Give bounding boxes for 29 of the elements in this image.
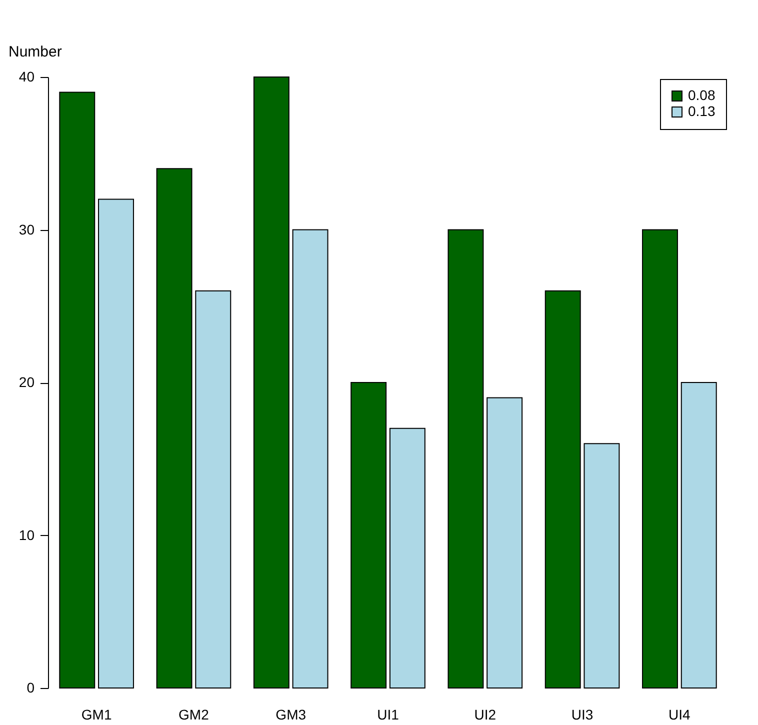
- bar: [156, 168, 192, 688]
- bar: [642, 229, 678, 688]
- y-tick-label: 0: [26, 680, 35, 696]
- x-tick-label: UI1: [377, 706, 400, 722]
- bar: [253, 76, 290, 688]
- bar: [680, 382, 717, 688]
- bar: [486, 397, 523, 688]
- x-tick-label: UI4: [668, 706, 691, 722]
- bar: [195, 290, 232, 688]
- y-tick-label: 40: [18, 68, 35, 84]
- y-tick-label: 20: [18, 374, 35, 390]
- x-tick-label: GM3: [276, 706, 306, 722]
- y-tick-label: 30: [18, 221, 35, 238]
- bar: [584, 443, 620, 688]
- bar: [389, 428, 426, 688]
- bar: [448, 229, 484, 688]
- bar: [350, 382, 387, 688]
- legend-label: 0.13: [688, 103, 716, 119]
- y-axis-title: Number: [8, 44, 62, 60]
- x-tick-label: UI3: [571, 706, 594, 722]
- x-tick-label: GM1: [81, 706, 112, 722]
- bar: [59, 92, 96, 688]
- bar: [544, 290, 581, 688]
- x-tick-label: UI2: [474, 706, 496, 722]
- bar: [292, 229, 328, 688]
- bar: [98, 198, 134, 688]
- y-tick-label: 10: [18, 526, 35, 543]
- x-tick-label: GM2: [178, 706, 210, 722]
- legend-label: 0.08: [688, 87, 716, 103]
